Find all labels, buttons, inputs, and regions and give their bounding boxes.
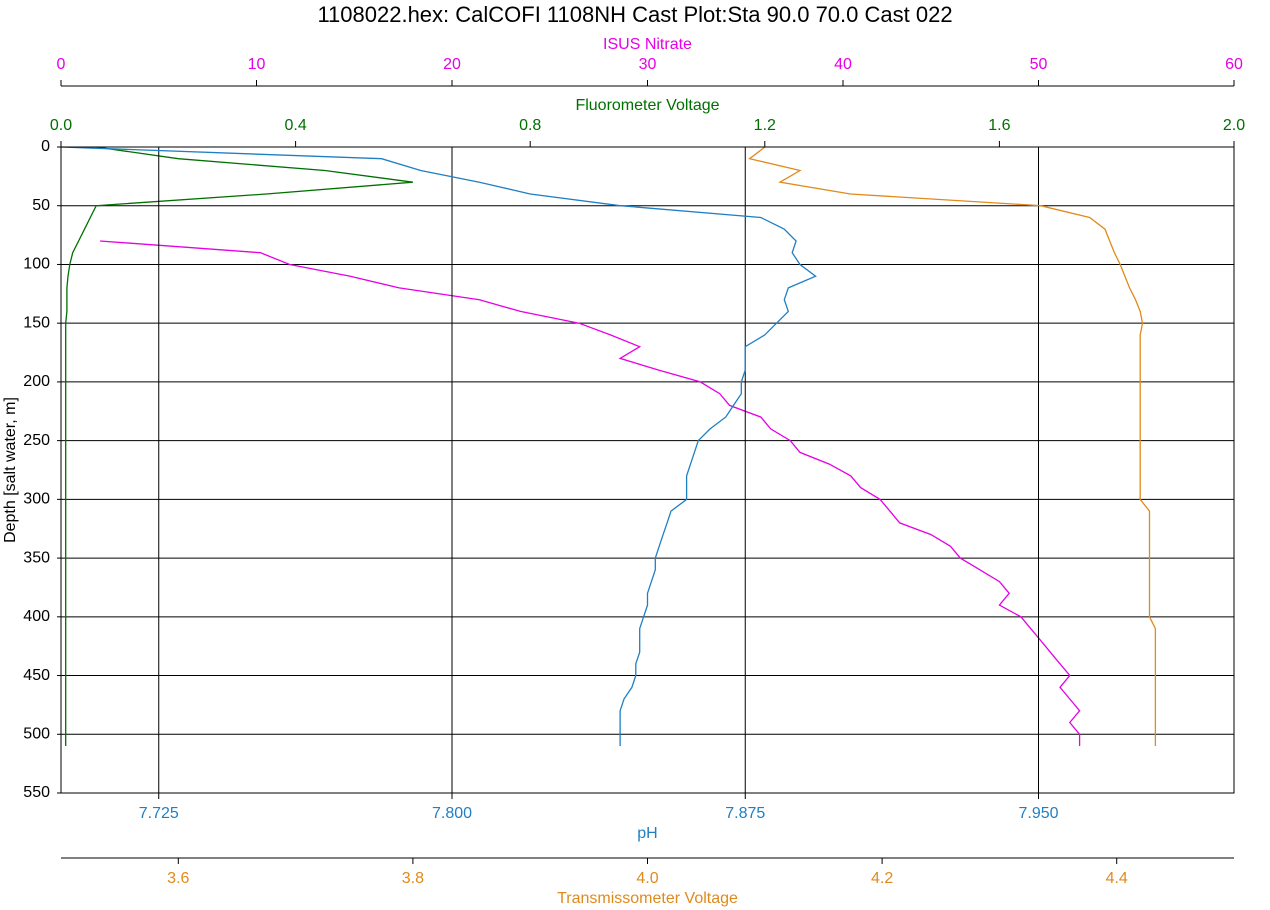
series-line: [748, 146, 1157, 746]
x-tick-label: 3.8: [402, 870, 424, 887]
y-tick-label: 350: [23, 549, 50, 566]
x-tick-label: 40: [834, 56, 852, 73]
x-tick-label: 7.875: [725, 805, 765, 822]
x-axis-title: ISUS Nitrate: [603, 36, 692, 53]
x-tick-label: 4.2: [871, 870, 893, 887]
x-tick-label: 7.725: [139, 805, 179, 822]
x-tick-label: 60: [1225, 56, 1243, 73]
y-tick-label: 500: [23, 725, 50, 742]
series-line: [100, 240, 1081, 746]
x-axis-title: Transmissometer Voltage: [557, 890, 738, 907]
x-tick-label: 4.0: [636, 870, 658, 887]
x-tick-label: 2.0: [1223, 117, 1245, 134]
y-tick-label: 100: [23, 256, 50, 273]
x-tick-label: 10: [248, 56, 266, 73]
x-tick-label: 7.800: [432, 805, 472, 822]
x-tick-label: 1.6: [988, 117, 1010, 134]
y-tick-label: 250: [23, 432, 50, 449]
y-tick-label: 0: [41, 138, 50, 155]
y-tick-label: 200: [23, 373, 50, 390]
x-tick-label: 0.4: [284, 117, 306, 134]
x-tick-label: 50: [1030, 56, 1048, 73]
x-axis-title: Fluorometer Voltage: [575, 97, 719, 114]
y-tick-label: 400: [23, 608, 50, 625]
chart-title: 1108022.hex: CalCOFI 1108NH Cast Plot:St…: [317, 2, 952, 27]
x-tick-label: 0.8: [519, 117, 541, 134]
y-axis-title: Depth [salt water, m]: [2, 397, 19, 543]
x-tick-label: 4.4: [1106, 870, 1128, 887]
x-tick-label: 0: [57, 56, 66, 73]
plot-frame: [60, 146, 1235, 794]
series-line: [65, 146, 413, 746]
x-tick-label: 0.0: [50, 117, 72, 134]
x-axis-title: pH: [637, 825, 657, 842]
y-tick-label: 50: [32, 197, 50, 214]
x-tick-label: 20: [443, 56, 461, 73]
x-tick-label: 1.2: [754, 117, 776, 134]
y-tick-label: 450: [23, 667, 50, 684]
x-tick-label: 7.950: [1018, 805, 1058, 822]
series-line: [60, 146, 817, 746]
y-tick-label: 300: [23, 491, 50, 508]
y-tick-label: 150: [23, 314, 50, 331]
x-tick-label: 30: [639, 56, 657, 73]
x-tick-label: 3.6: [167, 870, 189, 887]
y-tick-label: 550: [23, 784, 50, 801]
